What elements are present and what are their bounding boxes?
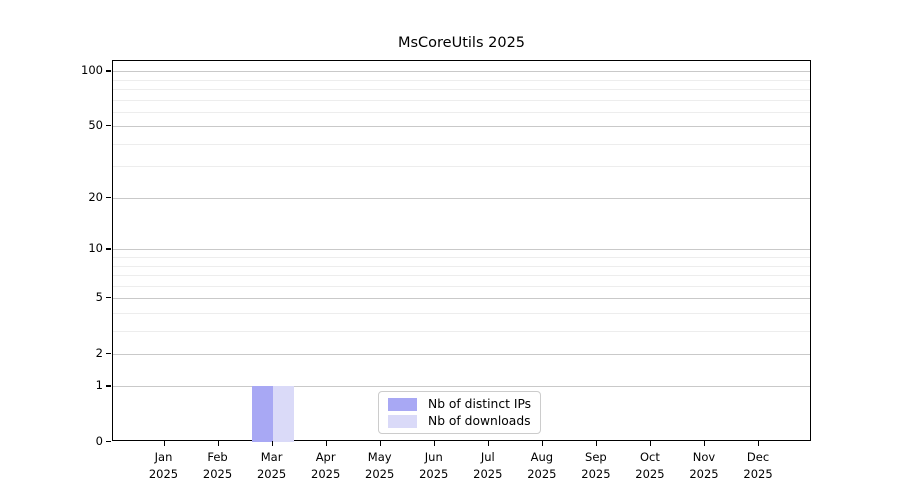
x-axis-tick-label: Jul 2025	[453, 449, 523, 483]
y-major-gridline	[113, 298, 810, 300]
x-label-year: 2025	[581, 467, 611, 481]
legend-item-label: Nb of downloads	[428, 414, 531, 428]
y-axis-tick-label: 100	[81, 63, 103, 78]
x-axis-tick-label: Aug 2025	[507, 449, 577, 483]
y-minor-gridline	[113, 257, 810, 259]
x-label-month: May	[367, 450, 392, 464]
x-axis-tick-label: Apr 2025	[291, 449, 361, 483]
x-label-year: 2025	[148, 467, 179, 481]
x-label-year: 2025	[635, 467, 665, 481]
x-axis-tick	[325, 441, 327, 446]
x-label-month: Nov	[692, 450, 716, 464]
y-axis-tick-label: 20	[88, 189, 103, 204]
x-label-year: 2025	[365, 467, 395, 481]
legend-item-label: Nb of distinct IPs	[428, 397, 532, 411]
x-axis-tick-label: Nov 2025	[669, 449, 739, 483]
y-axis-tick-label: 5	[95, 290, 103, 305]
x-label-year: 2025	[311, 467, 341, 481]
bar-distinct-ips	[251, 386, 273, 442]
x-axis-tick-label: Mar 2025	[237, 449, 307, 483]
y-minor-gridline	[113, 285, 810, 287]
legend: Nb of distinct IPs Nb of downloads	[378, 391, 542, 434]
y-minor-gridline	[113, 89, 810, 91]
x-label-year: 2025	[256, 467, 287, 481]
y-axis-tick	[106, 248, 111, 250]
x-axis-tick	[217, 441, 219, 446]
y-axis-tick	[106, 352, 111, 354]
x-axis-tick-label: Feb 2025	[183, 449, 253, 483]
x-axis-tick-label: Sep 2025	[561, 449, 631, 483]
legend-item: Nb of downloads	[388, 414, 531, 428]
x-label-month: Aug	[530, 450, 554, 464]
y-major-gridline	[113, 249, 810, 251]
y-axis-tick	[106, 70, 111, 72]
y-minor-gridline	[113, 79, 810, 81]
x-label-month: Dec	[746, 450, 770, 464]
x-label-month: Jun	[424, 450, 443, 464]
x-label-year: 2025	[473, 467, 503, 481]
x-axis-tick	[487, 441, 489, 446]
y-axis-tick	[106, 441, 111, 443]
y-minor-gridline	[113, 99, 810, 101]
x-label-year: 2025	[743, 467, 773, 481]
x-label-month: Jan	[154, 450, 173, 464]
legend-color-swatch	[388, 414, 417, 428]
y-axis-tick	[106, 196, 111, 198]
x-axis-tick	[271, 441, 273, 446]
y-minor-gridline	[113, 330, 810, 332]
y-minor-gridline	[113, 143, 810, 145]
x-axis-tick-label: Dec 2025	[723, 449, 793, 483]
x-label-year: 2025	[689, 467, 719, 481]
y-axis-tick	[106, 125, 111, 127]
y-major-gridline	[113, 197, 810, 199]
chart-title: MsCoreUtils 2025	[397, 35, 526, 51]
x-axis-tick-label: May 2025	[345, 449, 415, 483]
y-minor-gridline	[113, 275, 810, 277]
legend-color-swatch	[388, 397, 417, 411]
x-axis-tick	[163, 441, 165, 446]
x-label-year: 2025	[419, 467, 449, 481]
x-label-month: Mar	[260, 450, 283, 464]
y-major-gridline	[113, 386, 810, 388]
y-minor-gridline	[113, 312, 810, 314]
x-axis-tick	[758, 441, 760, 446]
x-label-year: 2025	[202, 467, 233, 481]
x-label-month: Oct	[639, 450, 660, 464]
x-label-year: 2025	[527, 467, 557, 481]
x-label-month: Feb	[207, 450, 228, 464]
x-axis-tick-label: Jan 2025	[129, 449, 199, 483]
y-axis-tick	[106, 385, 111, 387]
x-label-month: Jul	[480, 450, 495, 464]
x-axis-tick-label: Jun 2025	[399, 449, 469, 483]
x-axis-tick	[595, 441, 598, 446]
legend-item: Nb of distinct IPs	[388, 397, 531, 411]
x-axis-tick	[649, 441, 652, 446]
x-axis-tick	[379, 441, 381, 446]
bar-downloads	[272, 386, 294, 442]
y-major-gridline	[113, 353, 810, 355]
y-minor-gridline	[113, 111, 810, 113]
y-axis-tick-label: 50	[88, 118, 103, 133]
x-axis-tick	[541, 441, 544, 446]
x-axis-tick	[433, 441, 435, 446]
x-label-month: Apr	[315, 450, 336, 464]
y-axis-tick-label: 1	[95, 378, 103, 393]
x-label-month: Sep	[585, 450, 607, 464]
x-axis-tick-label: Oct 2025	[615, 449, 685, 483]
y-axis-tick-label: 10	[88, 241, 103, 256]
plot-area	[112, 60, 811, 442]
x-axis-tick	[704, 441, 706, 446]
y-major-gridline	[113, 126, 810, 128]
y-axis-tick-label: 0	[95, 434, 103, 448]
y-minor-gridline	[113, 265, 810, 267]
y-axis-tick-label: 2	[95, 345, 103, 360]
y-minor-gridline	[113, 166, 810, 168]
y-axis-tick	[106, 297, 111, 299]
y-major-gridline	[113, 71, 810, 73]
